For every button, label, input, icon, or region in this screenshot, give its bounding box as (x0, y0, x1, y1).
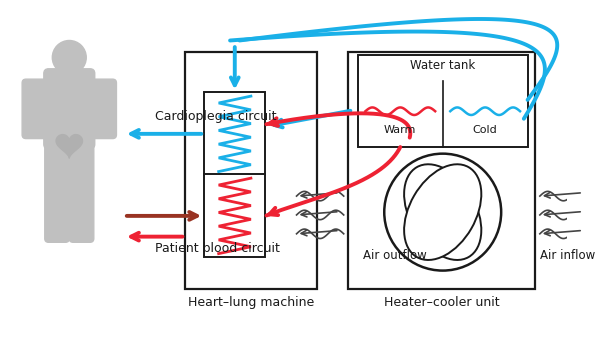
Text: Patient blood circuit: Patient blood circuit (155, 242, 280, 255)
Text: Water tank: Water tank (410, 59, 475, 72)
Bar (185, 52, 317, 289)
Text: Air outflow: Air outflow (362, 249, 427, 262)
FancyBboxPatch shape (45, 145, 69, 242)
Text: Heater–cooler unit: Heater–cooler unit (384, 296, 500, 309)
Ellipse shape (404, 164, 481, 260)
Text: Warm: Warm (384, 125, 416, 135)
Bar (349, 52, 535, 289)
Bar (204, 92, 265, 175)
FancyBboxPatch shape (22, 79, 52, 139)
Text: Cardioplegia circuit: Cardioplegia circuit (155, 110, 277, 122)
FancyBboxPatch shape (69, 145, 94, 242)
Ellipse shape (404, 164, 481, 260)
Circle shape (384, 153, 501, 270)
Polygon shape (56, 135, 82, 158)
FancyBboxPatch shape (86, 79, 116, 139)
Bar (358, 55, 527, 147)
Text: Heart–lung machine: Heart–lung machine (188, 296, 314, 309)
FancyBboxPatch shape (44, 69, 95, 149)
Text: Cold: Cold (473, 125, 497, 135)
Circle shape (52, 41, 86, 75)
Text: Air inflow: Air inflow (540, 249, 595, 262)
Bar (204, 174, 265, 257)
